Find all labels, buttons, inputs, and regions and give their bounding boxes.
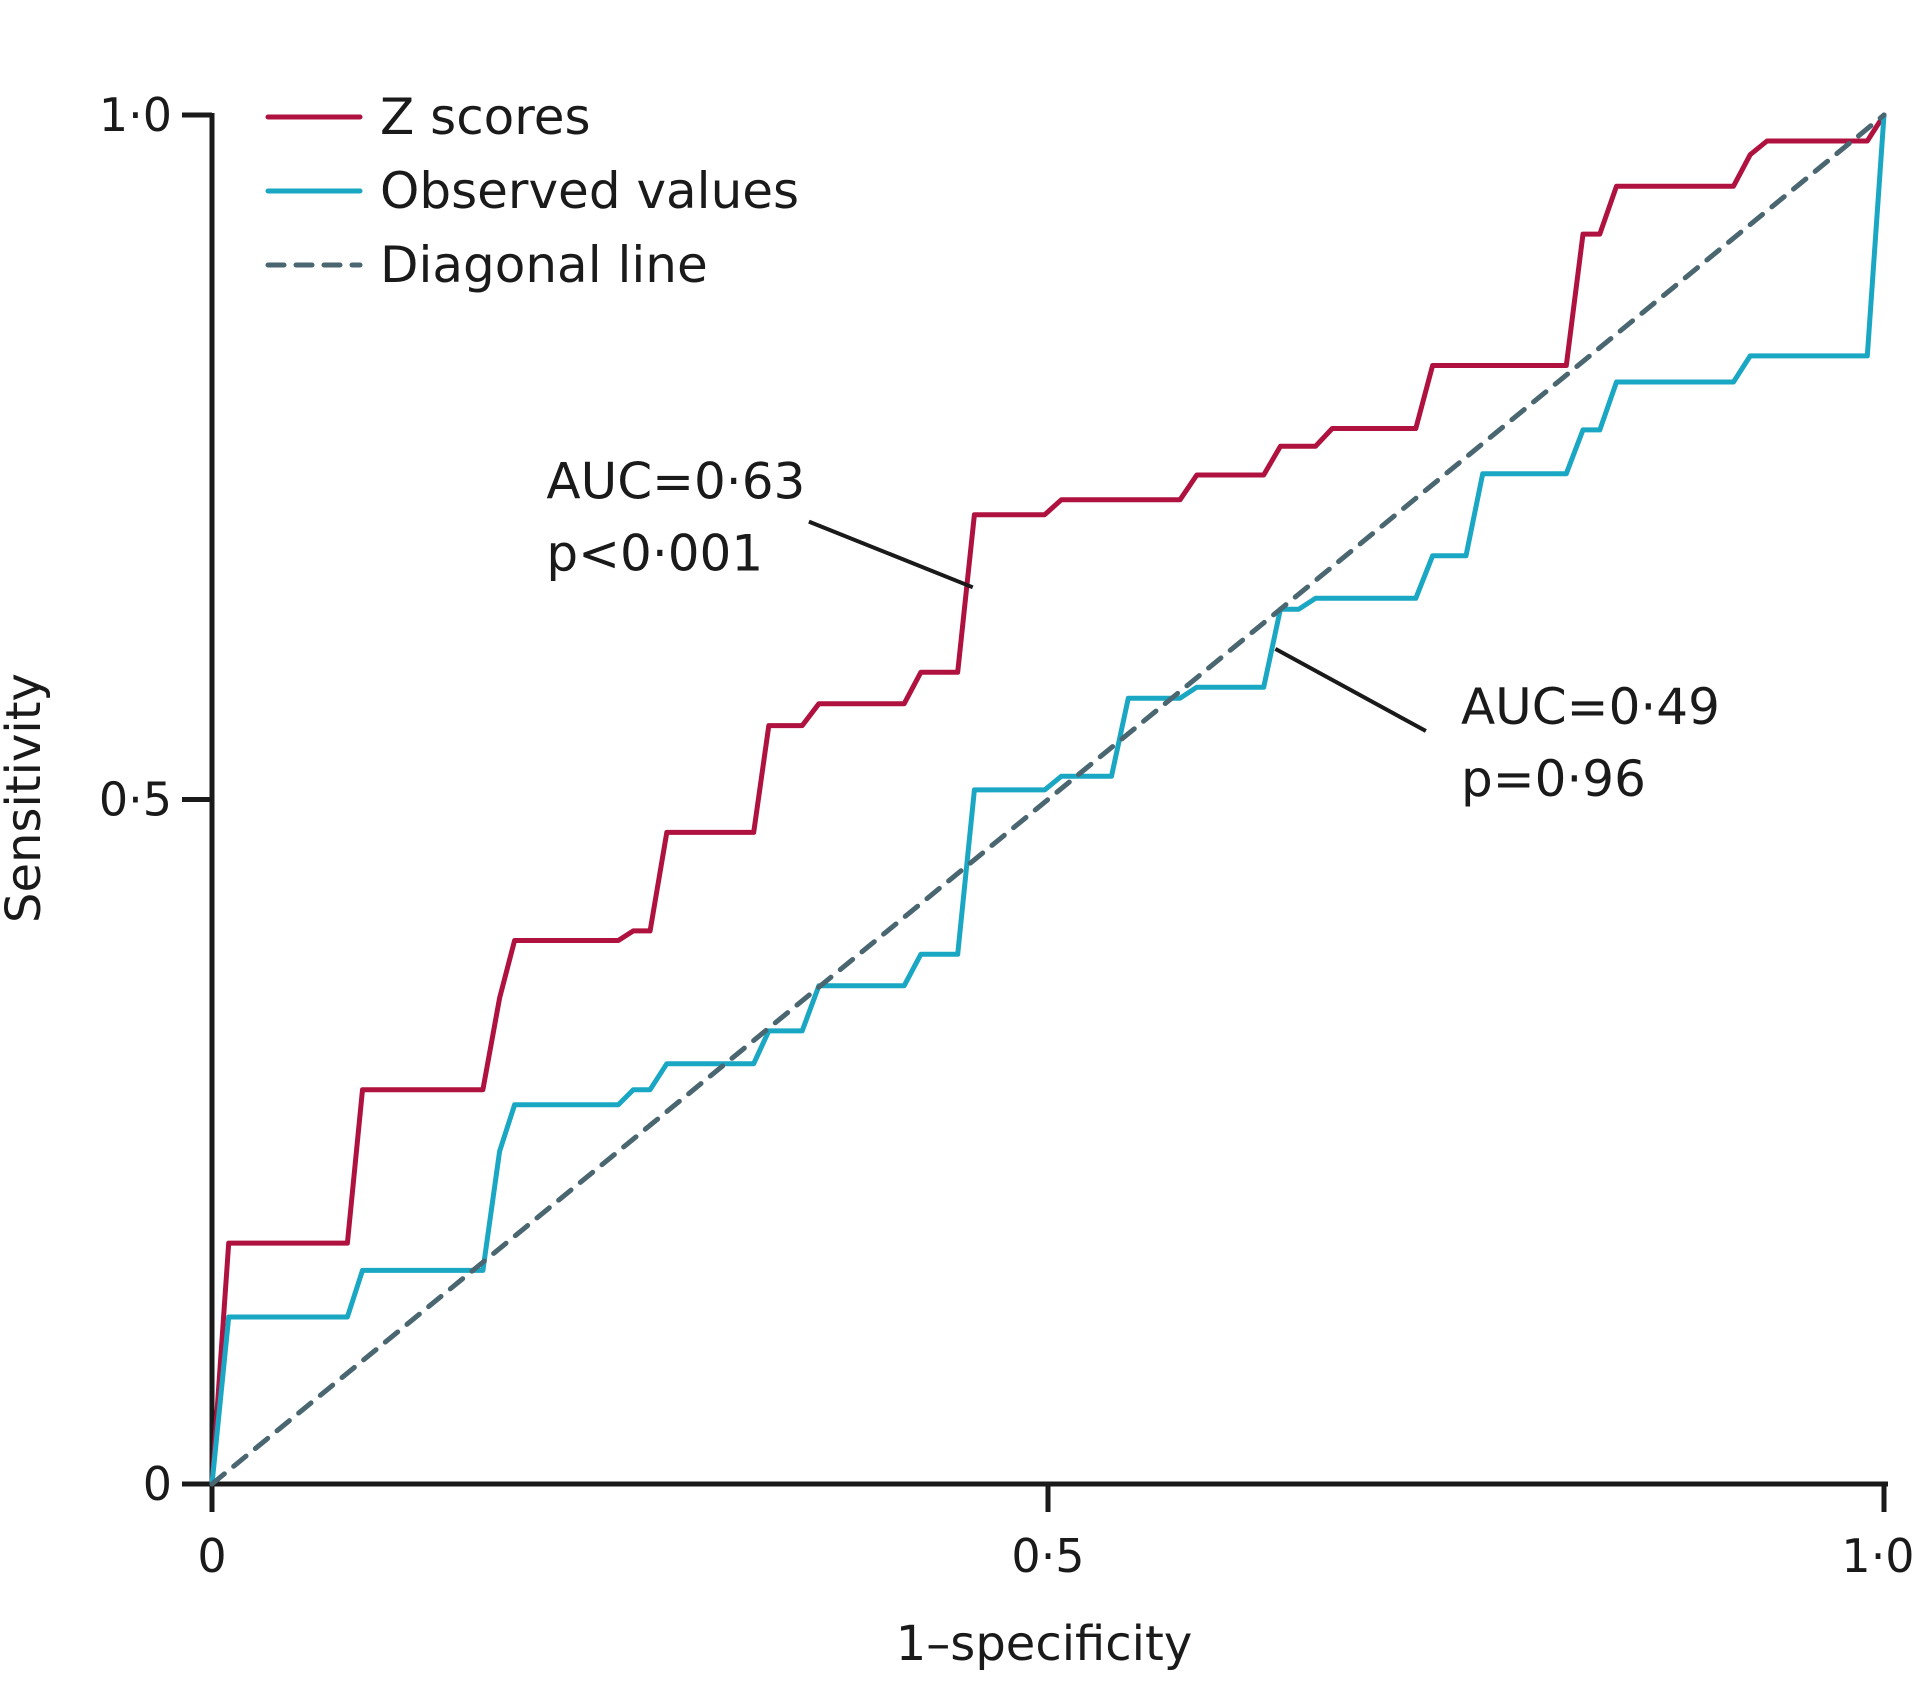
legend-label-diagonal-line: Diagonal line [380, 236, 708, 294]
series-line-observed-values [209, 112, 1887, 1487]
y-ticks: 0 0·5 1·0 [99, 88, 212, 1511]
legend-label-z-scores: Z scores [380, 88, 591, 146]
series-line-diagonal-line [209, 112, 1887, 1487]
annotations: AUC=0·63 p<0·001 AUC=0·49 p=0·96 [546, 452, 1720, 808]
legend: Z scores Observed values Diagonal line [265, 88, 799, 294]
y-tick-label: 0 [143, 1457, 172, 1511]
x-tick-label: 0 [197, 1529, 226, 1583]
y-tick-label: 1·0 [99, 88, 172, 142]
annotation-label-observed-values: p=0·96 [1461, 750, 1646, 808]
x-tick-label: 1·0 [1841, 1529, 1914, 1583]
y-axis-title: Sensitivity [0, 673, 52, 923]
x-tick-label: 0·5 [1011, 1529, 1084, 1583]
annotation-leader-z-scores [808, 519, 974, 590]
annotation-label-z-scores: p<0·001 [546, 524, 763, 582]
annotation-label-z-scores: AUC=0·63 [546, 452, 805, 510]
annotation-leader-observed-values [1274, 647, 1427, 733]
y-tick-label: 0·5 [99, 773, 172, 827]
plot-series [209, 112, 1887, 1487]
x-ticks: 0 0·5 1·0 [197, 1484, 1915, 1583]
series-line-z-scores [209, 112, 1887, 1487]
legend-label-observed-values: Observed values [380, 162, 799, 220]
x-axis-title: 1–specificity [896, 1616, 1192, 1672]
annotation-label-observed-values: AUC=0·49 [1461, 678, 1720, 736]
